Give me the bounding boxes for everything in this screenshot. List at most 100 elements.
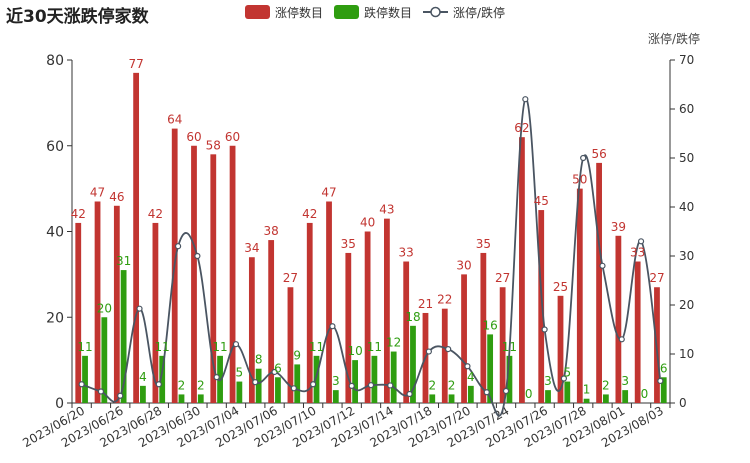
data-label-limit-down: 5: [236, 366, 244, 380]
bar-limit-down: [120, 270, 127, 403]
y-right-tick-label: 70: [679, 53, 694, 67]
data-label-limit-up: 35: [476, 237, 491, 251]
data-label-limit-up: 34: [244, 241, 259, 255]
data-label-limit-down: 5: [563, 366, 571, 380]
legend-item-limit-down[interactable]: 跌停数目: [334, 4, 412, 21]
ratio-point: [310, 381, 317, 388]
y-right-tick-label: 0: [679, 396, 687, 410]
legend-swatch-line-icon: [423, 5, 448, 19]
ratio-point: [136, 305, 143, 312]
data-label-limit-down: 6: [660, 361, 668, 375]
data-label-limit-up: 42: [148, 207, 163, 221]
data-label-limit-up: 60: [225, 130, 240, 144]
bar-limit-up: [403, 261, 410, 403]
data-label-limit-down: 3: [332, 374, 340, 388]
data-label-limit-down: 2: [197, 378, 205, 392]
data-label-limit-up: 77: [128, 57, 143, 71]
data-label-limit-up: 33: [630, 246, 645, 260]
data-labels-group: 4211472046317744211642602581160534838627…: [71, 57, 668, 401]
bar-limit-up: [75, 222, 82, 403]
data-label-limit-up: 58: [206, 138, 221, 152]
ratio-point: [367, 382, 375, 389]
legend-label-ratio: 涨停/跌停: [453, 6, 506, 20]
y-left-tick-label: 0: [55, 396, 64, 412]
bars-group: [75, 72, 667, 404]
y-right-tick-label: 30: [679, 249, 694, 263]
legend: 涨停数目 跌停数目 涨停/跌停: [0, 0, 750, 22]
data-label-limit-up: 43: [379, 203, 394, 217]
bar-limit-up: [94, 201, 101, 403]
data-label-limit-down: 18: [405, 310, 420, 324]
line-group: [78, 96, 664, 417]
data-label-limit-up: 27: [283, 271, 298, 285]
data-label-limit-up: 27: [495, 271, 510, 285]
bar-limit-down: [294, 364, 301, 403]
data-label-limit-up: 21: [418, 297, 433, 311]
bar-limit-down: [82, 355, 88, 403]
y-right-tick-label: 40: [679, 200, 694, 214]
ratio-point: [213, 374, 220, 381]
bar-limit-down: [313, 355, 320, 403]
bar-limit-up: [576, 188, 583, 403]
data-label-limit-up: 25: [553, 280, 568, 294]
legend-item-limit-up[interactable]: 涨停数目: [245, 4, 323, 21]
data-label-limit-up: 64: [167, 113, 182, 127]
bar-limit-down: [101, 317, 108, 403]
bar-limit-up: [596, 162, 602, 403]
y-right-tick-label: 50: [679, 151, 694, 165]
data-label-limit-up: 35: [341, 237, 356, 251]
data-label-limit-up: 56: [591, 147, 606, 161]
y-left-tick-label: 60: [46, 139, 64, 155]
bar-limit-down: [197, 394, 204, 403]
data-label-limit-down: 2: [602, 378, 610, 392]
bar-limit-down: [140, 385, 146, 403]
bar-limit-up: [557, 295, 564, 403]
ratio-point: [174, 243, 182, 250]
data-label-limit-down: 12: [386, 336, 401, 350]
legend-swatch-red: [245, 5, 270, 19]
ratio-point: [580, 154, 587, 162]
bar-limit-down: [545, 390, 551, 403]
y-right-tick-label: 10: [679, 347, 694, 361]
data-label-limit-down: 11: [155, 340, 170, 354]
chart-title: 近30天涨跌停家数: [6, 7, 149, 27]
bar-limit-down: [371, 355, 378, 403]
data-label-limit-down: 11: [77, 340, 92, 354]
bar-limit-down: [275, 377, 281, 403]
data-label-limit-down: 2: [178, 378, 186, 392]
bar-limit-up: [191, 145, 197, 403]
data-label-limit-up: 22: [437, 293, 452, 307]
data-label-limit-down: 2: [448, 378, 456, 392]
bar-limit-up: [345, 252, 352, 403]
bar-limit-up: [384, 218, 390, 403]
data-label-limit-up: 39: [611, 220, 626, 234]
data-label-limit-up: 47: [321, 185, 336, 199]
data-label-limit-up: 42: [302, 207, 317, 221]
data-label-limit-down: 8: [255, 353, 263, 367]
data-label-limit-down: 16: [482, 318, 497, 332]
data-label-limit-down: 11: [367, 340, 382, 354]
bar-limit-down: [467, 385, 474, 403]
legend-item-ratio[interactable]: 涨停/跌停: [423, 4, 505, 21]
ratio-point: [541, 326, 548, 333]
ratio-point: [599, 262, 606, 269]
legend-swatch-green: [334, 5, 359, 19]
data-label-limit-up: 46: [109, 190, 124, 204]
data-label-limit-up: 47: [90, 185, 105, 199]
y-left-tick-label: 80: [46, 53, 64, 69]
ratio-point: [329, 323, 336, 330]
data-label-limit-up: 27: [649, 271, 664, 285]
ratio-point: [252, 379, 259, 386]
data-label-limit-down: 0: [525, 387, 533, 401]
bar-limit-down: [178, 394, 185, 403]
bar-limit-up: [152, 222, 159, 403]
data-label-limit-down: 9: [293, 348, 301, 362]
ratio-point: [502, 387, 510, 395]
bar-limit-up: [210, 154, 217, 403]
bar-limit-down: [448, 394, 455, 403]
bar-limit-up: [248, 257, 255, 403]
y-left-tick-label: 20: [46, 310, 64, 326]
data-label-limit-down: 11: [309, 340, 324, 354]
data-label-limit-up: 30: [456, 258, 471, 272]
